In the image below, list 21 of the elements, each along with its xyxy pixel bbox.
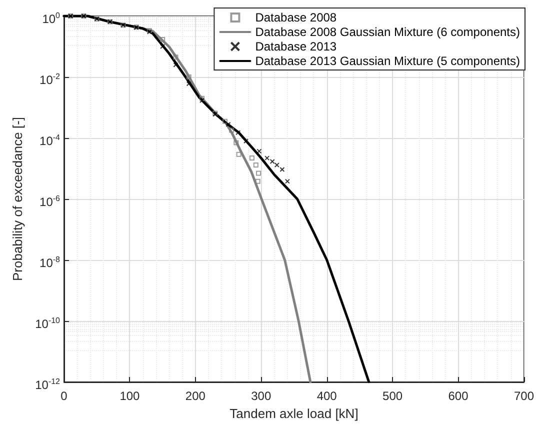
- x-tick-label: 300: [251, 389, 272, 403]
- x-tick-label: 0: [60, 389, 68, 403]
- x-tick-label: 600: [448, 389, 469, 403]
- y-tick-label: 10$^{-12}$: [35, 376, 60, 393]
- x-tick-label: 700: [514, 389, 534, 403]
- x-tick-label: 500: [382, 389, 403, 403]
- y-axis-title: Probability of exceedance [-]: [10, 116, 25, 282]
- x-tick-label: 400: [316, 389, 338, 403]
- legend-label: Database 2008: [255, 10, 337, 24]
- x-tick-label: 200: [185, 389, 206, 403]
- x-axis-title: Tandem axle load [kN]: [230, 406, 358, 421]
- y-tick-label: 10$^{-8}$: [40, 254, 60, 271]
- legend-label: Database 2008 Gaussian Mixture (6 components): [255, 25, 520, 39]
- y-tick-label: 10$^{-10}$: [35, 315, 60, 332]
- y-tick-label: 10$^{-2}$: [40, 71, 60, 88]
- legend-label: Database 2013: [255, 40, 337, 54]
- y-tick-label: 10$^{-6}$: [40, 193, 60, 210]
- y-tick-label: 10$^{0}$: [42, 10, 60, 27]
- x-tick-label: 100: [120, 389, 140, 403]
- legend-label: Database 2013 Gaussian Mixture (5 components): [255, 54, 520, 68]
- y-tick-label: 10$^{-4}$: [40, 132, 60, 149]
